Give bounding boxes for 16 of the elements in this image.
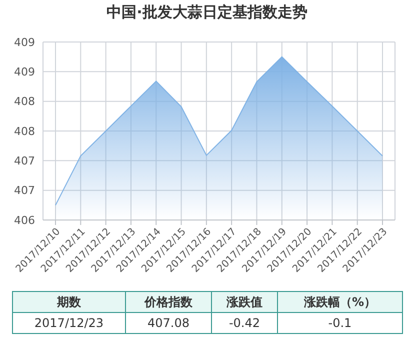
text: 价格指数 xyxy=(126,292,212,312)
text: 2017/12/23 xyxy=(12,312,126,334)
y-tick-label: 407 xyxy=(14,154,35,168)
y-tick-label: 407 xyxy=(14,184,35,198)
text: 涨跌值 xyxy=(212,292,278,312)
y-tick-label: 406 xyxy=(14,214,35,227)
text: 407.08 xyxy=(126,312,212,334)
text: -0.1 xyxy=(278,312,402,334)
text: 期数 xyxy=(12,292,126,312)
y-tick-label: 408 xyxy=(14,124,35,138)
chart-title: 中国·批发大蒜日定基指数走势 xyxy=(106,3,308,22)
text: -0.42 xyxy=(212,312,278,334)
y-tick-label: 408 xyxy=(14,95,35,108)
text: 涨跌幅（%） xyxy=(278,292,402,312)
y-tick-label: 409 xyxy=(14,66,35,79)
y-tick-label: 409 xyxy=(14,36,35,49)
